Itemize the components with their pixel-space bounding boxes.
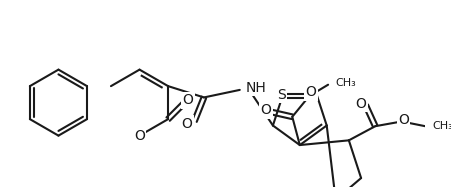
Text: O: O	[306, 85, 317, 99]
Text: O: O	[182, 117, 193, 131]
Text: S: S	[277, 88, 285, 102]
Text: O: O	[356, 96, 367, 111]
Text: O: O	[398, 113, 409, 127]
Text: CH₃: CH₃	[433, 121, 451, 131]
Text: O: O	[134, 129, 145, 143]
Text: NH: NH	[245, 81, 266, 95]
Text: CH₃: CH₃	[336, 78, 356, 88]
Text: O: O	[183, 93, 193, 107]
Text: O: O	[260, 103, 272, 117]
